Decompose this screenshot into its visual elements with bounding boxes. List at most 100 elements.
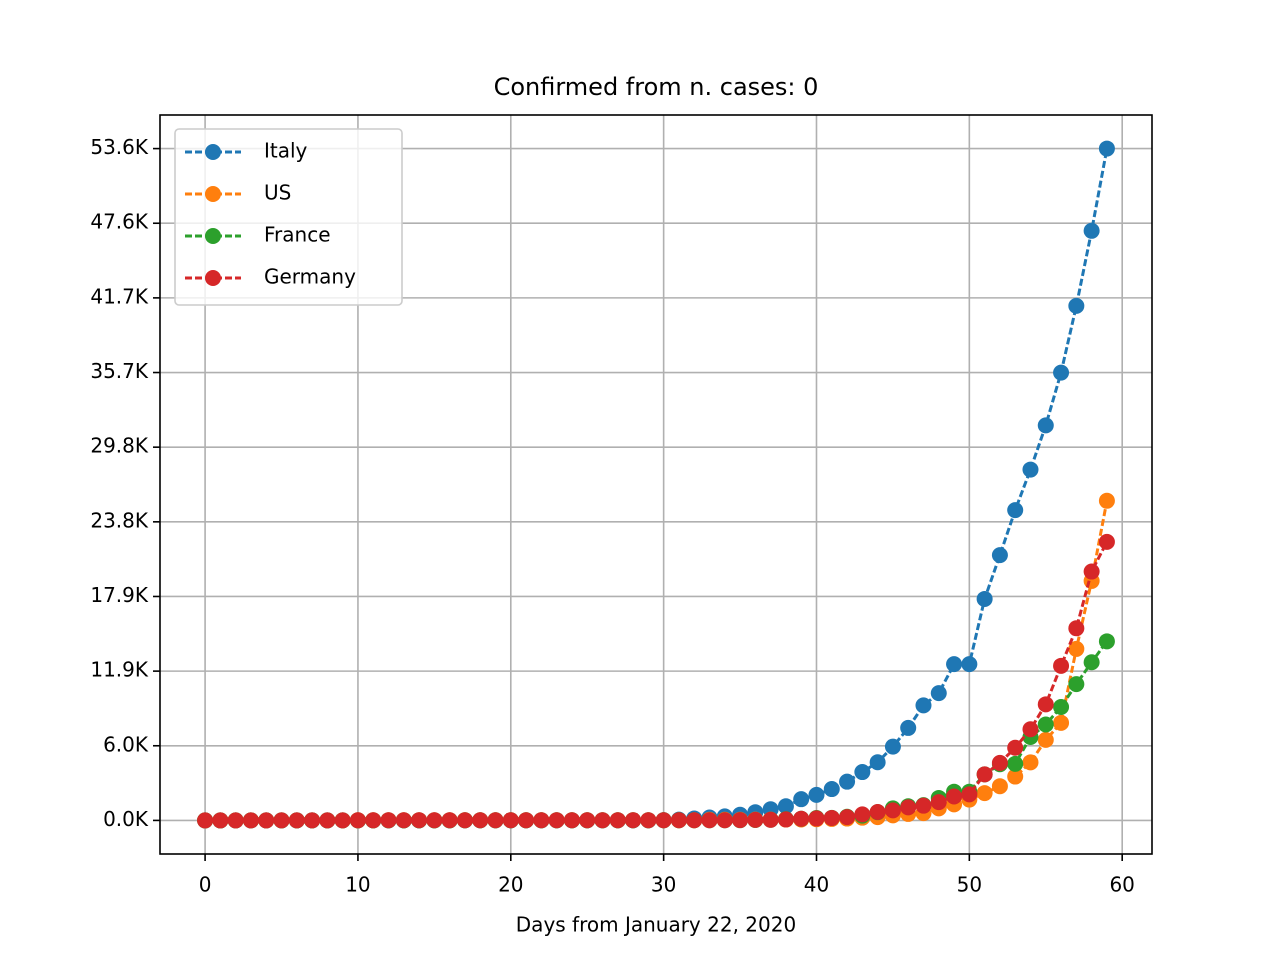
data-point [227,812,244,829]
data-point [655,812,672,829]
data-point [976,590,993,607]
data-point [793,791,810,808]
data-point [1098,492,1115,509]
data-point [1037,417,1054,434]
data-point [961,786,978,803]
x-tick-label: 50 [957,873,982,897]
y-tick-label: 0.0K [103,807,149,831]
data-point [839,773,856,790]
data-point [197,812,214,829]
data-point [1007,739,1024,756]
data-point [991,778,1008,795]
data-point [1022,754,1039,771]
y-tick-label: 47.6K [90,210,149,234]
data-point [426,812,443,829]
data-point [1037,731,1054,748]
legend-marker [205,228,221,244]
data-point [854,806,871,823]
data-point [1068,676,1085,693]
data-point [884,802,901,819]
data-point [686,812,703,829]
data-point [533,812,550,829]
y-tick-label: 53.6K [90,135,149,159]
data-point [1007,755,1024,772]
data-point [1007,768,1024,785]
data-point [884,738,901,755]
data-point [502,812,519,829]
data-point [701,812,718,829]
data-point [1053,714,1070,731]
data-point [334,812,351,829]
data-point [854,764,871,781]
x-tick-label: 20 [498,873,523,897]
data-point [594,812,611,829]
data-point [991,754,1008,771]
data-point [808,786,825,803]
x-tick-label: 30 [651,873,676,897]
data-point [1022,721,1039,738]
legend-label: US [264,181,291,205]
data-point [976,766,993,783]
data-point [518,812,535,829]
legend-marker [205,144,221,160]
data-point [930,685,947,702]
legend-marker [205,186,221,202]
data-point [395,812,412,829]
y-tick-label: 35.7K [90,359,149,383]
data-point [319,812,336,829]
data-point [823,809,840,826]
chart-title: Confirmed from n. cases: 0 [494,73,819,101]
data-point [716,812,733,829]
data-point [1083,222,1100,239]
data-point [609,812,626,829]
data-point [1037,716,1054,733]
plot-frame [159,114,1153,855]
data-point [670,812,687,829]
legend-label: Italy [264,139,308,163]
data-point [304,812,321,829]
y-tick-label: 6.0K [103,732,149,756]
data-point [946,656,963,673]
data-point [563,812,580,829]
legend-marker [205,270,221,286]
legend-label: Germany [264,265,356,289]
data-point [640,812,657,829]
data-point [1098,633,1115,650]
data-point [548,812,565,829]
data-point [1083,563,1100,580]
data-point [976,785,993,802]
x-axis-label: Days from January 22, 2020 [516,913,796,937]
data-point [747,811,764,828]
data-point [1053,699,1070,716]
data-point [1053,364,1070,381]
x-tick-label: 40 [804,873,829,897]
data-point [732,812,749,829]
legend-label: France [264,223,331,247]
data-point [1037,696,1054,713]
data-point [793,810,810,827]
data-point [991,547,1008,564]
x-tick-label: 0 [199,873,212,897]
data-point [1068,620,1085,637]
data-point [273,812,290,829]
data-point [456,812,473,829]
data-point [900,799,917,816]
x-tick-label: 10 [345,873,370,897]
data-point [212,812,229,829]
data-point [1068,640,1085,657]
x-tick-label: 60 [1109,873,1134,897]
data-point [1022,461,1039,478]
y-tick-label: 41.7K [90,284,149,308]
data-point [823,781,840,798]
data-point [487,812,504,829]
data-point [839,809,856,826]
y-tick-label: 17.9K [90,583,149,607]
data-point [869,754,886,771]
data-point [961,656,978,673]
data-point [1053,657,1070,674]
data-point [380,812,397,829]
data-point [930,794,947,811]
data-point [258,812,275,829]
